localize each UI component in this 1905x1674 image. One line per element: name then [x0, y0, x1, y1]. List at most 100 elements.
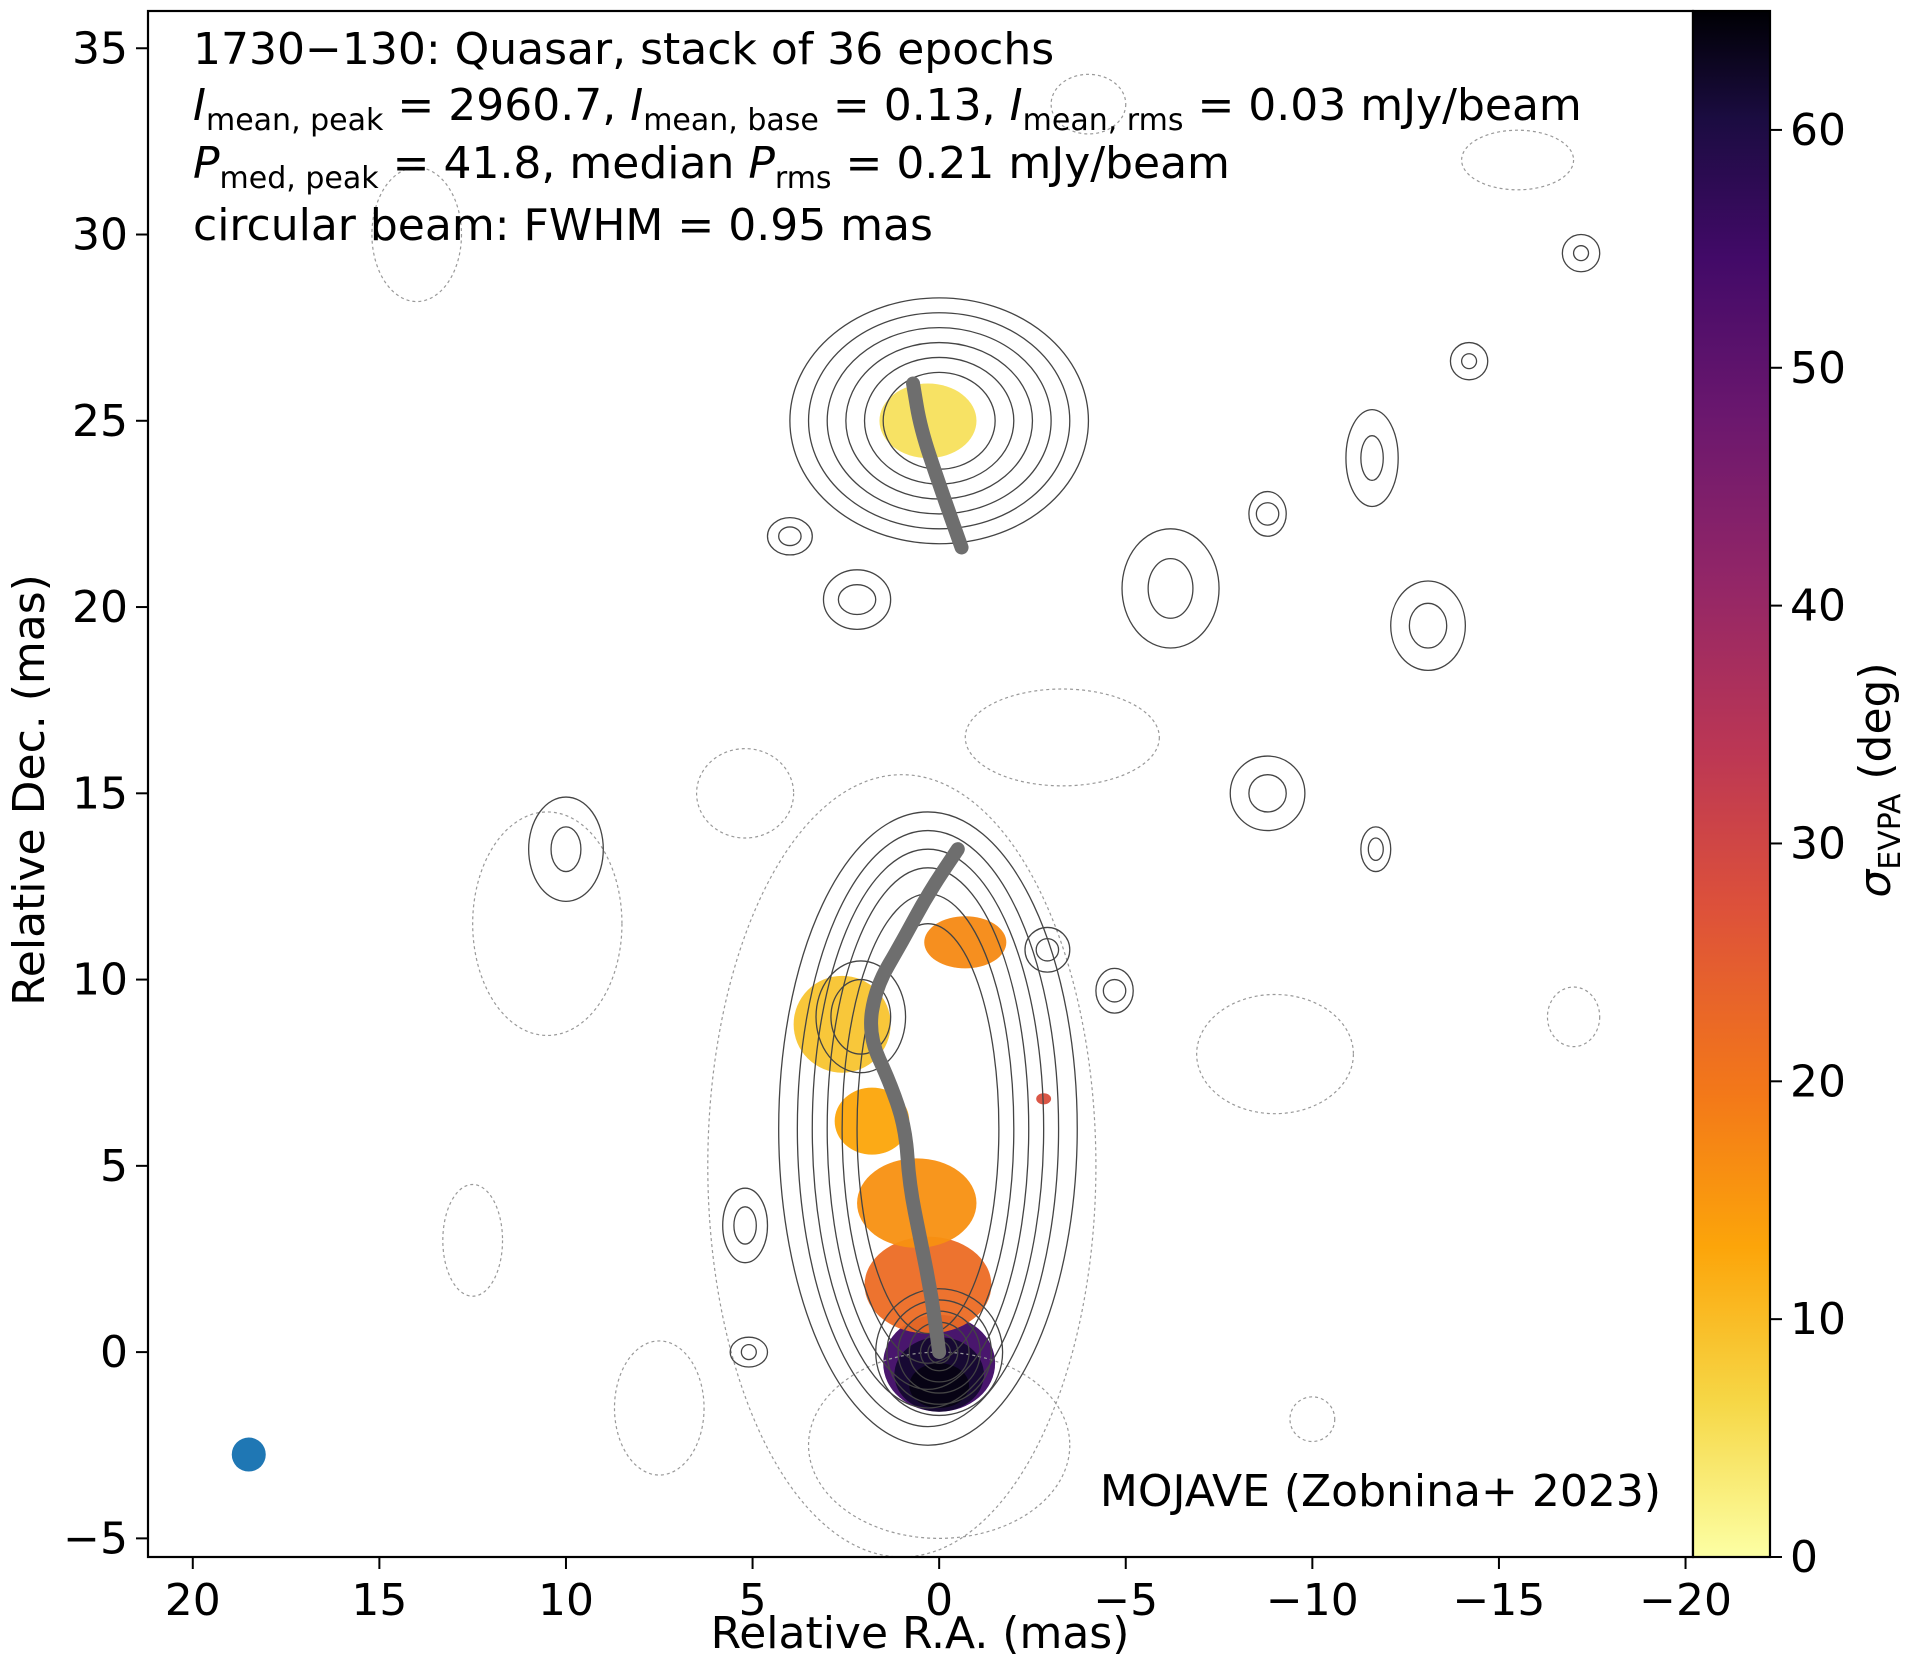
colorbar-gradient [1693, 11, 1770, 1557]
intensity-contour [826, 327, 1052, 515]
y-tick-label: 35 [72, 23, 128, 74]
y-tick-label: 25 [72, 396, 128, 447]
intensity-contour [856, 923, 1000, 1335]
negative-contour [1546, 986, 1601, 1048]
annotation-block: 1730−130: Quasar, stack of 36 epochs Ime… [193, 24, 1661, 1517]
credit-label: MOJAVE (Zobnina+ 2023) [1100, 1466, 1661, 1517]
evpa-core-ring [909, 1363, 970, 1408]
intensity-contour [1102, 978, 1127, 1003]
ridge-line-north [906, 376, 969, 555]
intensity-contour [886, 1299, 993, 1405]
intensity-contour [875, 1288, 1004, 1417]
negative-contour [964, 688, 1160, 787]
negative-contour [1461, 129, 1575, 191]
negative-contour [371, 166, 463, 303]
intensity-contour [1229, 755, 1306, 832]
ridge-line-main [864, 842, 965, 1360]
intensity-contour [1345, 408, 1399, 508]
intensity-contour [778, 811, 1078, 1446]
intensity-contour [822, 569, 892, 631]
negative-contour [613, 1340, 705, 1476]
y-tick-label: 15 [72, 768, 128, 819]
title-line-1: 1730−130: Quasar, stack of 36 epochs [193, 24, 1054, 75]
intensity-contour [1460, 353, 1478, 370]
x-axis-label: Relative R.A. (mas) [711, 1608, 1130, 1659]
y-axis-ticks: −5 0 5 10 15 20 25 30 35 [63, 23, 148, 1564]
x-tick-label: 20 [165, 1575, 221, 1626]
intensity-contour [1367, 837, 1384, 862]
colorbar-frame [1691, 9, 1772, 1559]
intensity-contour [1408, 602, 1448, 649]
y-axis-label: Relative Dec. (mas) [4, 574, 55, 1006]
intensity-contour [1449, 341, 1489, 381]
x-axis-ticks: 20 15 10 5 0 −5 −10 −15 −20 [165, 1557, 1732, 1626]
intensity-contour [796, 829, 1060, 1428]
x-tick-label: −15 [1453, 1575, 1546, 1626]
intensity-contour [1561, 233, 1601, 273]
y-tick-label: −5 [63, 1513, 128, 1564]
colorbar-tick-label: 20 [1790, 1056, 1846, 1107]
intensity-contour [1121, 528, 1220, 649]
intensity-contour [528, 796, 604, 902]
y-tick-label: 5 [100, 1141, 128, 1192]
y-tick-label: 0 [100, 1327, 128, 1378]
intensity-contour [1035, 937, 1060, 962]
intensity-contour [766, 516, 813, 556]
intensity-contour [722, 1187, 769, 1264]
colorbar-ticks: 0 10 20 30 40 50 60 [1770, 105, 1846, 1583]
evpa-region-north-knot [879, 383, 977, 459]
evpa-region-jet-11 [924, 916, 1007, 969]
x-tick-label: 15 [351, 1575, 407, 1626]
x-tick-label: −5 [1093, 1575, 1158, 1626]
intensity-contour [826, 867, 1030, 1391]
negative-contours [371, 73, 1601, 1557]
intensity-contour [1248, 774, 1287, 813]
negative-contour [442, 1183, 504, 1297]
intensity-contour [811, 848, 1045, 1409]
intensity-contour [1360, 435, 1384, 482]
beam-marker [231, 1437, 266, 1472]
colorbar-tick-label: 60 [1790, 105, 1846, 156]
negative-contour [472, 811, 623, 1037]
x-tick-label: 5 [739, 1575, 767, 1626]
x-tick-label: 10 [538, 1575, 594, 1626]
intensity-contour [550, 826, 582, 873]
colorbar-tick-label: 0 [1790, 1532, 1818, 1583]
colorbar-tick-label: 50 [1790, 343, 1846, 394]
intensity-contour [740, 1344, 757, 1361]
title-line-2: Imean, peak = 2960.7, Imean, base = 0.13… [193, 80, 1582, 138]
intensity-contour [1390, 580, 1467, 672]
intensity-contour [733, 1206, 757, 1245]
intensity-contour [1360, 826, 1392, 873]
negative-contour [707, 774, 1097, 1557]
colorbar-tick-label: 30 [1790, 818, 1846, 869]
intensity-contour [1147, 557, 1194, 619]
colorbar-label: σEVPA (deg) [1850, 662, 1905, 897]
evpa-map [793, 383, 1052, 1412]
jet-ridge-line [864, 376, 969, 1360]
intensity-contour [1095, 967, 1134, 1014]
y-tick-label: 30 [72, 210, 128, 261]
colorbar-tick-label: 10 [1790, 1294, 1846, 1345]
negative-contour [1196, 993, 1354, 1115]
y-tick-label: 20 [72, 582, 128, 633]
intensity-contour [807, 312, 1071, 530]
intensity-contour [778, 526, 802, 547]
title-line-4: circular beam: FWHM = 0.95 mas [193, 200, 933, 251]
intensity-contour [1255, 502, 1280, 526]
negative-contour [695, 748, 795, 839]
colorbar-tick-label: 40 [1790, 581, 1846, 632]
intensity-contour [1024, 926, 1071, 973]
intensity-contour [1572, 245, 1590, 262]
intensity-contour [1248, 490, 1287, 537]
intensity-contour [830, 978, 892, 1055]
negative-contour [1050, 73, 1127, 135]
colorbar: 0 10 20 30 40 50 60 σEVPA (deg) [1691, 9, 1905, 1583]
negative-contour [1289, 1396, 1336, 1443]
x-tick-label: −20 [1639, 1575, 1732, 1626]
y-tick-label: 10 [72, 955, 128, 1006]
x-tick-label: −10 [1266, 1575, 1359, 1626]
intensity-contour [789, 297, 1090, 545]
